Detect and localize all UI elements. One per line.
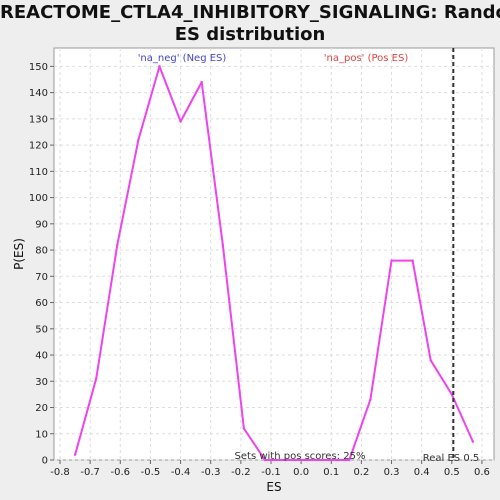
pos-es-label: 'na_pos' (Pos ES) — [324, 53, 409, 64]
y-tick-label: 20 — [35, 403, 48, 414]
series-point — [94, 377, 98, 380]
series-point — [158, 65, 161, 68]
real-es-annotation: Real ES 0.5 — [423, 453, 479, 464]
series-point — [73, 453, 77, 456]
y-tick-label: 70 — [35, 272, 48, 283]
x-tick-label: 0.2 — [353, 467, 369, 478]
series-point — [242, 427, 246, 430]
series-line — [74, 65, 474, 461]
series-point — [179, 120, 182, 123]
series-point — [284, 458, 288, 462]
series-point — [221, 243, 224, 247]
y-tick-label: 130 — [29, 114, 48, 125]
y-tick-label: 10 — [35, 429, 48, 440]
y-tick-label: 60 — [35, 298, 48, 309]
y-tick-label: 0 — [42, 456, 48, 467]
series-point — [429, 359, 432, 362]
series-point — [390, 259, 393, 262]
y-tick-label: 100 — [29, 193, 48, 204]
x-tick-label: 0.6 — [474, 467, 490, 478]
series-point — [369, 398, 372, 401]
series-point — [137, 138, 140, 142]
y-tick-label: 50 — [35, 324, 48, 335]
series-layer — [73, 65, 475, 462]
series-point — [200, 80, 203, 84]
x-tick-label: 0.0 — [293, 467, 309, 478]
x-tick-label: 0.5 — [444, 467, 460, 478]
y-tick-label: 120 — [29, 141, 48, 152]
x-tick-label: -0.1 — [261, 467, 281, 478]
series-point — [327, 458, 330, 462]
chart-title-line2: ES distribution — [174, 24, 326, 45]
x-axis: -0.8 -0.7 -0.6 -0.5 -0.4 -0.3 -0.2 -0.1 0.0 0.1 0.… — [50, 460, 490, 478]
series-point — [471, 440, 475, 443]
series-point — [305, 458, 309, 462]
series-point — [348, 458, 351, 462]
y-axis: 0 10 20 30 40 50 60 70 80 90 100 110 120 130 140 150 — [29, 62, 54, 467]
neg-es-label: 'na_neg' (Neg ES) — [138, 53, 227, 64]
y-tick-label: 80 — [35, 246, 48, 257]
x-tick-label: -0.5 — [141, 467, 161, 478]
y-axis-title: P(ES) — [12, 238, 26, 270]
y-tick-label: 90 — [35, 219, 48, 230]
series-point — [411, 259, 414, 262]
y-tick-label: 140 — [29, 88, 48, 99]
x-tick-label: 0.4 — [414, 467, 430, 478]
series-point — [116, 243, 119, 247]
x-tick-label: 0.1 — [323, 467, 339, 478]
x-tick-label: -0.4 — [171, 467, 191, 478]
y-tick-label: 150 — [29, 62, 48, 73]
x-tick-label: -0.6 — [111, 467, 131, 478]
y-tick-label: 40 — [35, 351, 48, 362]
grid-lines — [54, 48, 494, 461]
x-tick-label: -0.3 — [201, 467, 221, 478]
x-tick-label: -0.2 — [231, 467, 251, 478]
y-tick-label: 110 — [29, 167, 48, 178]
y-tick-label: 30 — [35, 377, 48, 388]
plot-area — [53, 47, 495, 461]
x-axis-title: ES — [266, 480, 281, 494]
pos-scores-annotation: Sets with pos scores: 25% — [235, 451, 366, 462]
x-tick-label: -0.7 — [80, 467, 100, 478]
chart-title-line1: REACTOME_CTLA4_INHIBITORY_SIGNALING: Ran… — [0, 2, 500, 23]
x-tick-label: 0.3 — [384, 467, 400, 478]
series-point — [263, 458, 267, 462]
x-tick-label: -0.8 — [50, 467, 70, 478]
